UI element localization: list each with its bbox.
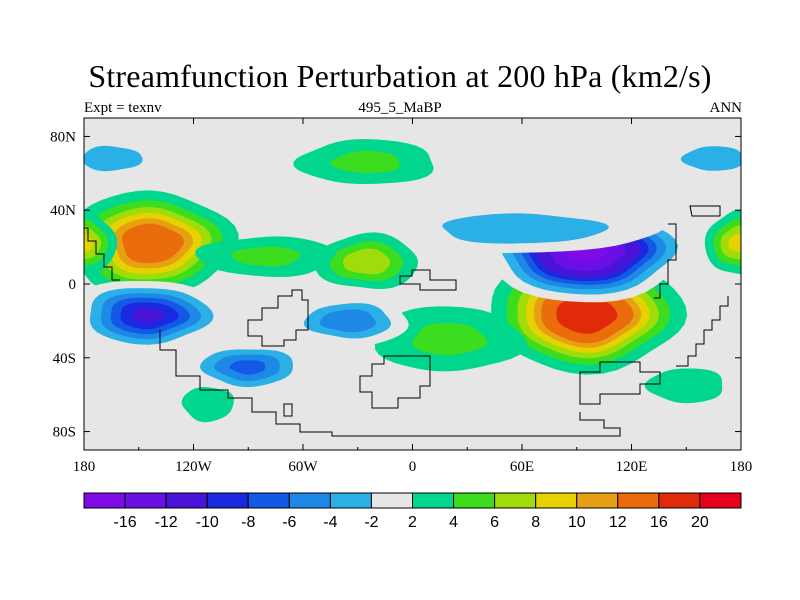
colorbar-label: -8 (241, 514, 255, 531)
coastline-west-pacific (676, 296, 729, 367)
contour-fill (84, 233, 94, 252)
colorbar-swatch (165, 492, 208, 509)
contour-fill (680, 146, 741, 171)
colorbar-label: 4 (449, 514, 458, 531)
contour-fill (412, 323, 488, 356)
colorbar-swatch (412, 492, 455, 509)
y-tick-label: 80N (50, 129, 76, 145)
y-tick-label: 40S (53, 351, 76, 367)
colorbar-label: -4 (323, 514, 337, 531)
colorbar-label: 20 (691, 514, 709, 531)
colorbar-swatch (658, 492, 701, 509)
colorbar-swatch (370, 492, 413, 509)
colorbar-label: -10 (196, 514, 219, 531)
experiment-label: Expt = texnv (84, 100, 162, 116)
coastline-south-america (247, 289, 309, 347)
colorbar-swatch (206, 492, 249, 509)
colorbar-label: 12 (609, 514, 627, 531)
y-tick-label: 0 (69, 277, 77, 293)
contour-feature-neg-south-america-east (285, 295, 409, 346)
contour-feature-neg-south-pacific-far (84, 369, 125, 401)
contour-fill (330, 150, 400, 173)
colorbar-label: -2 (364, 514, 378, 531)
contour-fill (319, 309, 376, 333)
contour-feature-pos-west-atlantic-band (195, 236, 336, 277)
colorbar-label: 10 (568, 514, 586, 531)
contour-fill (84, 145, 143, 172)
streamfunction-field (84, 132, 741, 423)
coastline-antarctica (159, 330, 621, 437)
contour-feature-pos-ross-sea (644, 368, 723, 404)
contour-fill (644, 368, 723, 404)
colorbar: -16 -12 -10 -8 -6 -4 -2 2 4 6 8 10 12 16 20 (83, 492, 742, 531)
contour-fill (556, 299, 618, 334)
map-title: Streamfunction Perturbation at 200 hPa (… (88, 58, 712, 94)
x-tick-label: 0 (409, 459, 417, 475)
colorbar-swatch (535, 492, 578, 509)
contour-feature-neg-south-pacific (84, 281, 231, 353)
contour-fill (442, 213, 609, 244)
contour-fill (343, 248, 391, 275)
y-tick-label: 40N (50, 203, 76, 219)
colorbar-label: -16 (114, 514, 137, 531)
coastline-africa (359, 355, 431, 409)
colorbar-swatch (453, 492, 496, 509)
contour-fill (728, 233, 741, 253)
contour-fill (181, 387, 234, 423)
coastline-east-asia (654, 205, 721, 299)
x-tick-label: 180 (730, 459, 753, 475)
contour-feature-pos-east-pacific (704, 209, 741, 275)
colorbar-swatch (699, 492, 742, 509)
colorbar-swatch (494, 492, 537, 509)
contour-feature-pos-south-pacific-60S (181, 387, 234, 423)
coastlines (84, 205, 729, 437)
coastline-australia (579, 361, 661, 405)
colorbar-swatch (124, 492, 167, 509)
colorbar-swatch (617, 492, 660, 509)
case-label: 495_5_MaBP (358, 100, 442, 116)
colorbar-label: 16 (650, 514, 668, 531)
contour-fill (229, 360, 266, 375)
colorbar-label: -6 (282, 514, 296, 531)
x-tick-label: 60W (288, 459, 318, 475)
contour-feature-neg-north-asia-band (390, 203, 666, 254)
contour-feature-pos-north-atlantic-70N (293, 139, 434, 184)
colorbar-label: 6 (490, 514, 499, 531)
contour-feature-neg-southern-ocean (182, 343, 309, 395)
contour-fill (122, 223, 184, 263)
x-tick-label: 60E (510, 459, 534, 475)
contour-fill (84, 369, 125, 401)
season-label: ANN (709, 100, 743, 116)
colorbar-swatch (247, 492, 290, 509)
contour-fill (132, 308, 165, 323)
contour-feature-pos-atlantic-tropics (314, 232, 419, 289)
contour-feature-neg-arctic-west (84, 132, 175, 185)
colorbar-label: 2 (408, 514, 417, 531)
coastline-antarctic-peninsula (283, 403, 293, 417)
y-tick-label: 80S (53, 425, 76, 441)
contour-fill (231, 246, 301, 267)
coastline-north-america (84, 227, 120, 281)
coastline-equatorial-islands (399, 269, 457, 291)
x-tick-label: 180 (73, 459, 96, 475)
colorbar-label: -12 (155, 514, 178, 531)
contour-feature-neg-arctic-east (647, 133, 741, 184)
colorbar-swatch (288, 492, 331, 509)
x-tick-label: 120E (616, 459, 648, 475)
colorbar-swatch (576, 492, 619, 509)
axis-ticks (83, 118, 742, 450)
contour-feature-pos-northeast-pacific (84, 190, 239, 296)
colorbar-swatch (329, 492, 372, 509)
colorbar-swatch (83, 492, 126, 509)
contour-feature-pos-south-atlantic (374, 306, 528, 372)
colorbar-label: 8 (531, 514, 540, 531)
x-tick-label: 120W (175, 459, 213, 475)
axis-labels: 180 120W 60W 0 60E 120E 180 80N 40N 0 40S 80S (50, 129, 752, 475)
